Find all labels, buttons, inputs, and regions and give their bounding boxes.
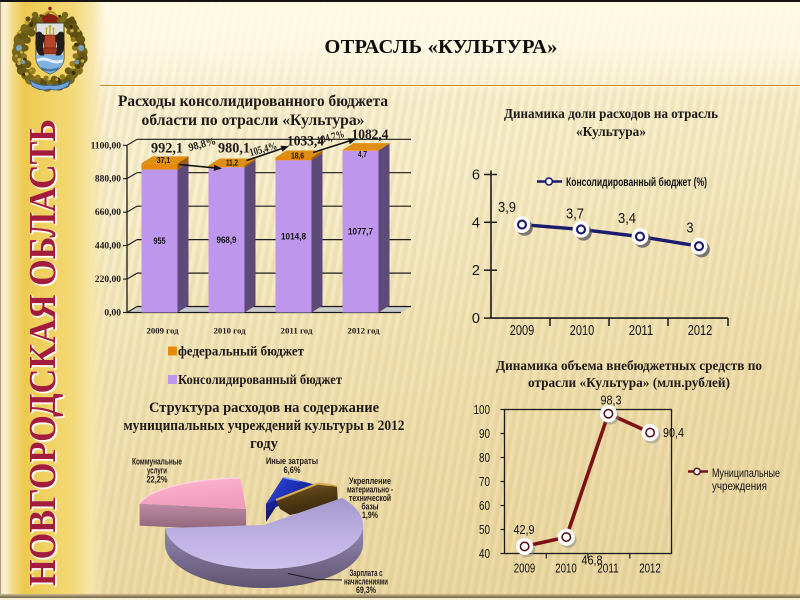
svg-text:992,1: 992,1 [151, 141, 183, 157]
svg-text:2: 2 [472, 263, 480, 279]
svg-text:муниципальных учреждений куль: муниципальных учреждений культуры в 2012 [124, 418, 405, 434]
svg-text:50: 50 [479, 523, 490, 537]
svg-text:2009: 2009 [510, 323, 535, 339]
svg-text:Укрепление: Укрепление [349, 476, 391, 486]
svg-text:отрасли «Культура» (млн.рублей: отрасли «Культура» (млн.рублей) [528, 375, 730, 390]
svg-text:3,7: 3,7 [566, 207, 584, 223]
svg-text:2011: 2011 [629, 323, 654, 339]
svg-text:100: 100 [474, 403, 491, 417]
svg-text:Иные затраты: Иные затраты [266, 456, 318, 466]
svg-text:3,4: 3,4 [618, 211, 636, 227]
svg-text:220,00: 220,00 [95, 275, 121, 285]
svg-text:Динамика объема внебюджетных с: Динамика объема внебюджетных средств по [496, 358, 762, 373]
svg-text:660,00: 660,00 [95, 208, 121, 218]
svg-text:году: году [250, 436, 278, 452]
svg-text:3: 3 [687, 221, 694, 237]
svg-text:6,6%: 6,6% [284, 465, 301, 475]
svg-text:Консолидированный бюджет: Консолидированный бюджет [178, 372, 342, 387]
svg-text:1082,4: 1082,4 [352, 127, 389, 143]
svg-text:Коммунальные: Коммунальные [132, 457, 182, 467]
svg-text:2011 год: 2011 год [281, 326, 314, 336]
svg-text:6: 6 [472, 168, 480, 184]
svg-text:федеральный бюджет: федеральный бюджет [178, 344, 304, 359]
svg-text:области по отрасли «Культура»: области по отрасли «Культура» [142, 112, 365, 129]
svg-text:46,8: 46,8 [582, 553, 603, 568]
svg-text:40: 40 [479, 547, 490, 561]
svg-text:2012 год: 2012 год [348, 326, 381, 336]
svg-text:2011: 2011 [597, 561, 619, 576]
svg-text:105,4%: 105,4% [248, 140, 278, 159]
svg-text:4,7: 4,7 [358, 150, 367, 159]
svg-text:Структура расходов на содержан: Структура расходов на содержание [149, 400, 380, 416]
svg-text:18,6: 18,6 [291, 152, 304, 161]
svg-text:начислениями: начислениями [344, 577, 388, 587]
svg-text:Консолидированный бюджет (%): Консолидированный бюджет (%) [566, 175, 707, 189]
svg-text:11,2: 11,2 [226, 159, 238, 168]
svg-text:Динамика доли расходов на отра: Динамика доли расходов на отрасль [504, 107, 719, 122]
svg-text:968,9: 968,9 [217, 235, 237, 245]
svg-text:98,3: 98,3 [601, 393, 622, 408]
svg-text:2012: 2012 [688, 323, 713, 339]
svg-text:440,00: 440,00 [95, 242, 121, 252]
svg-text:37,1: 37,1 [157, 156, 171, 165]
svg-text:0,00: 0,00 [104, 309, 121, 319]
svg-text:90,4: 90,4 [663, 425, 684, 440]
svg-text:880,00: 880,00 [95, 175, 121, 185]
svg-text:материально -: материально - [347, 485, 393, 495]
svg-text:980,1: 980,1 [218, 141, 250, 157]
svg-text:1100,00: 1100,00 [91, 141, 122, 151]
svg-text:70: 70 [479, 475, 490, 489]
svg-text:1,9%: 1,9% [362, 510, 378, 520]
svg-text:42,9: 42,9 [514, 522, 535, 537]
svg-text:учреждения: учреждения [712, 481, 767, 493]
svg-text:2010: 2010 [570, 323, 595, 339]
svg-text:технической: технической [349, 493, 391, 503]
svg-text:1077,7: 1077,7 [348, 227, 373, 237]
svg-text:Расходы консолидированного бюд: Расходы консолидированного бюджета [118, 93, 388, 110]
svg-text:3,9: 3,9 [498, 200, 516, 216]
svg-text:2009 год: 2009 год [147, 326, 180, 336]
svg-text:2009: 2009 [514, 561, 536, 576]
svg-text:2010: 2010 [555, 561, 577, 576]
svg-text:90: 90 [479, 427, 490, 441]
svg-text:«Культура»: «Культура» [576, 125, 646, 140]
svg-text:0: 0 [472, 311, 480, 327]
svg-text:2010 год: 2010 год [214, 326, 247, 336]
svg-text:4: 4 [472, 215, 480, 231]
svg-text:2012: 2012 [639, 561, 661, 576]
svg-text:1033,4: 1033,4 [287, 134, 324, 150]
svg-text:Муниципальные: Муниципальные [712, 468, 780, 480]
svg-text:955: 955 [154, 236, 166, 246]
svg-text:базы: базы [362, 502, 379, 512]
svg-text:98,8%: 98,8% [187, 135, 217, 154]
svg-text:1014,8: 1014,8 [281, 231, 306, 241]
svg-text:60: 60 [479, 499, 490, 513]
svg-text:Зарплата с: Зарплата с [350, 568, 383, 578]
svg-text:услуги: услуги [147, 466, 167, 476]
svg-text:22,2%: 22,2% [147, 475, 168, 485]
svg-text:69,3%: 69,3% [356, 585, 376, 595]
svg-text:80: 80 [479, 451, 490, 465]
